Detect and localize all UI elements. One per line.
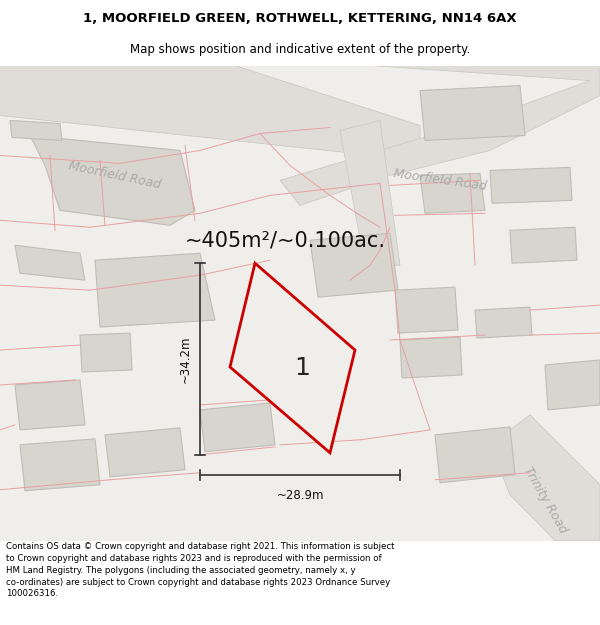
Text: 1: 1: [295, 356, 310, 380]
Polygon shape: [490, 415, 600, 541]
Polygon shape: [310, 233, 398, 297]
Polygon shape: [15, 245, 85, 280]
Text: ~405m²/~0.100ac.: ~405m²/~0.100ac.: [185, 230, 386, 250]
Polygon shape: [80, 333, 132, 372]
Text: 1, MOORFIELD GREEN, ROTHWELL, KETTERING, NN14 6AX: 1, MOORFIELD GREEN, ROTHWELL, KETTERING,…: [83, 12, 517, 25]
Polygon shape: [420, 173, 485, 213]
Polygon shape: [280, 61, 600, 206]
Polygon shape: [420, 86, 525, 141]
Text: ~28.9m: ~28.9m: [276, 489, 324, 502]
Text: Trinity Road: Trinity Road: [521, 464, 569, 535]
Polygon shape: [435, 427, 515, 483]
Polygon shape: [395, 287, 458, 333]
Text: Map shows position and indicative extent of the property.: Map shows position and indicative extent…: [130, 42, 470, 56]
Polygon shape: [200, 403, 275, 452]
Polygon shape: [30, 136, 195, 225]
Text: Contains OS data © Crown copyright and database right 2021. This information is : Contains OS data © Crown copyright and d…: [6, 542, 395, 599]
Polygon shape: [20, 439, 100, 491]
Polygon shape: [105, 428, 185, 477]
Polygon shape: [10, 121, 62, 141]
Polygon shape: [95, 253, 215, 327]
Text: Moorfield Road: Moorfield Road: [68, 159, 162, 191]
Polygon shape: [400, 337, 462, 378]
Polygon shape: [510, 228, 577, 263]
Polygon shape: [230, 263, 355, 452]
Polygon shape: [340, 121, 400, 265]
Polygon shape: [475, 307, 532, 338]
Polygon shape: [15, 380, 85, 430]
Text: ~34.2m: ~34.2m: [179, 335, 192, 382]
Text: Moorfield Road: Moorfield Road: [392, 168, 487, 193]
Polygon shape: [0, 61, 420, 161]
Polygon shape: [490, 168, 572, 203]
Polygon shape: [545, 360, 600, 410]
